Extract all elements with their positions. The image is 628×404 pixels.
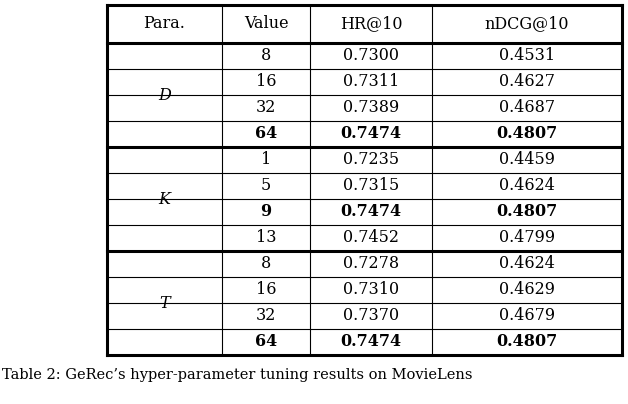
Text: 0.7278: 0.7278 (343, 255, 399, 273)
Text: T: T (159, 295, 170, 311)
Text: Value: Value (244, 15, 288, 32)
Text: 0.7389: 0.7389 (343, 99, 399, 116)
Text: 0.7235: 0.7235 (343, 152, 399, 168)
Text: nDCG@10: nDCG@10 (485, 15, 569, 32)
Text: 32: 32 (256, 99, 276, 116)
Text: 5: 5 (261, 177, 271, 194)
Text: 16: 16 (256, 74, 276, 90)
Text: 0.7474: 0.7474 (340, 126, 401, 143)
Text: Para.: Para. (144, 15, 185, 32)
Text: 0.4624: 0.4624 (499, 255, 555, 273)
Text: 0.4807: 0.4807 (496, 204, 558, 221)
Text: HR@10: HR@10 (340, 15, 403, 32)
Text: 0.4629: 0.4629 (499, 282, 555, 299)
Text: 8: 8 (261, 48, 271, 65)
Text: 64: 64 (255, 126, 277, 143)
Text: 0.7474: 0.7474 (340, 333, 401, 351)
Text: 0.7370: 0.7370 (343, 307, 399, 324)
Text: 8: 8 (261, 255, 271, 273)
Text: 32: 32 (256, 307, 276, 324)
Text: D: D (158, 86, 171, 103)
Text: 9: 9 (261, 204, 271, 221)
Text: 16: 16 (256, 282, 276, 299)
Text: K: K (158, 191, 170, 208)
Text: 0.4627: 0.4627 (499, 74, 555, 90)
Text: 0.7474: 0.7474 (340, 204, 401, 221)
Text: 1: 1 (261, 152, 271, 168)
Text: 0.4679: 0.4679 (499, 307, 555, 324)
Text: 0.4531: 0.4531 (499, 48, 555, 65)
Text: 0.7315: 0.7315 (343, 177, 399, 194)
Text: 13: 13 (256, 229, 276, 246)
Text: 0.4807: 0.4807 (496, 333, 558, 351)
Text: Table 2: GeRec’s hyper-parameter tuning results on MovieLens: Table 2: GeRec’s hyper-parameter tuning … (2, 368, 472, 382)
Text: 0.7310: 0.7310 (343, 282, 399, 299)
Text: 0.7311: 0.7311 (343, 74, 399, 90)
Text: 64: 64 (255, 333, 277, 351)
Text: 0.4459: 0.4459 (499, 152, 555, 168)
Text: 0.4807: 0.4807 (496, 126, 558, 143)
Text: 0.4799: 0.4799 (499, 229, 555, 246)
Text: 0.7452: 0.7452 (343, 229, 399, 246)
Text: 0.4687: 0.4687 (499, 99, 555, 116)
Text: 0.4624: 0.4624 (499, 177, 555, 194)
Text: 0.7300: 0.7300 (343, 48, 399, 65)
